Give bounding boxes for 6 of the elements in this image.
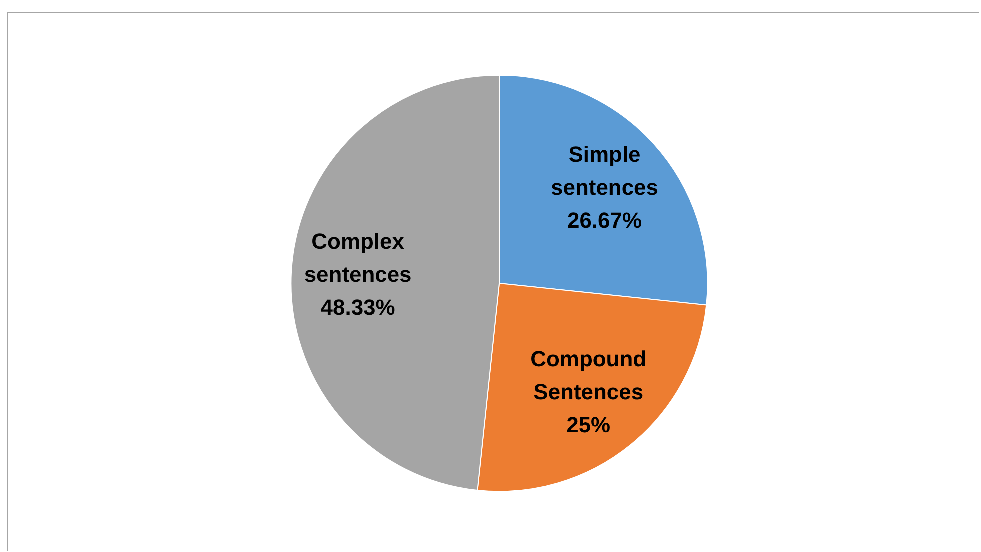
slice-label: Simple sentences xyxy=(551,142,658,200)
data-label: 48.33% xyxy=(320,295,396,320)
data-label: 26.67% xyxy=(568,208,642,233)
data-label: 25% xyxy=(566,412,611,438)
slice-label: Compound Sentences xyxy=(530,346,647,405)
slice-label: Complex sentences xyxy=(304,229,412,288)
